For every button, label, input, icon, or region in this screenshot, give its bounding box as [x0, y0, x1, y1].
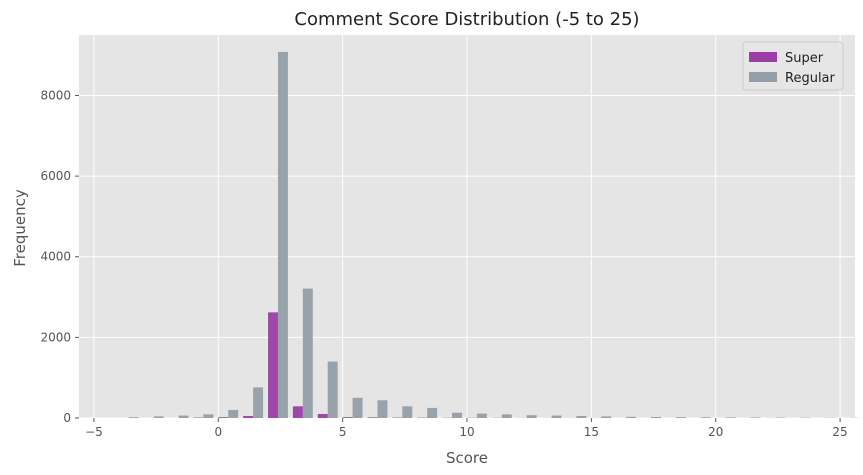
bar-regular: [402, 406, 413, 418]
bar-regular: [501, 414, 512, 418]
legend-swatch-super: [749, 52, 777, 62]
chart-title: Comment Score Distribution (-5 to 25): [294, 9, 639, 30]
bar-regular: [651, 416, 661, 418]
bar-regular: [327, 361, 338, 418]
bar-regular: [675, 417, 686, 418]
legend-label-super: Super: [785, 51, 824, 66]
bar-super: [292, 406, 303, 418]
bar-regular: [526, 415, 537, 418]
bar-regular: [153, 416, 164, 418]
y-tick-label: 6000: [40, 169, 71, 183]
bar-regular: [377, 400, 388, 418]
bar-regular: [178, 415, 189, 418]
bar-regular: [700, 417, 711, 418]
bar-super: [342, 417, 353, 418]
bar-regular: [626, 416, 637, 418]
bar-regular: [277, 51, 288, 419]
bar-regular: [228, 409, 239, 418]
legend: Super Regular: [742, 41, 844, 91]
legend-swatch-regular: [749, 72, 777, 82]
axes: −5 0 5 10 15 20 25 0 2000 4000 6000 8000: [40, 88, 847, 439]
x-tick-label: 15: [584, 425, 599, 439]
y-tick-label: 4000: [40, 250, 71, 264]
bar-super: [268, 312, 278, 418]
bars: [128, 51, 860, 419]
x-tick-label: 10: [459, 425, 474, 439]
bar-regular: [352, 397, 363, 418]
y-tick-label: 0: [63, 411, 71, 425]
y-tick-label: 8000: [40, 88, 71, 102]
bar-regular: [551, 415, 562, 418]
x-axis-label: Score: [446, 449, 488, 467]
x-tick-label: 20: [708, 425, 723, 439]
bar-regular: [725, 417, 736, 418]
bar-regular: [476, 413, 487, 418]
bar-regular: [576, 415, 587, 418]
bar-regular: [203, 414, 214, 418]
bar-regular: [427, 407, 438, 418]
x-tick-label: 25: [832, 425, 847, 439]
bar-regular: [601, 416, 612, 418]
x-tick-label: 5: [339, 425, 347, 439]
x-tick-label: −5: [85, 425, 103, 439]
y-axis-label: Frequency: [11, 189, 29, 267]
legend-label-regular: Regular: [785, 71, 836, 86]
bar-super: [243, 415, 254, 418]
bar-regular: [253, 387, 264, 418]
bar-super: [218, 417, 229, 418]
bar-regular: [452, 412, 463, 418]
bar-super: [367, 417, 378, 418]
x-tick-label: 0: [214, 425, 222, 439]
bar-regular: [128, 417, 139, 418]
y-tick-label: 2000: [40, 330, 71, 344]
bar-regular: [302, 288, 313, 418]
bar-super: [317, 413, 328, 418]
